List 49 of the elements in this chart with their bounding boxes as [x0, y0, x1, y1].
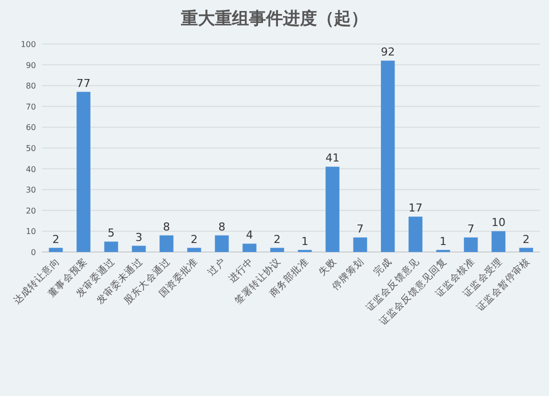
y-tick-label: 50 [26, 144, 36, 153]
data-label: 2 [522, 232, 530, 246]
bar [160, 235, 174, 252]
data-label: 1 [301, 234, 308, 248]
y-tick-label: 20 [26, 206, 36, 216]
y-tick-label: 10 [26, 227, 36, 236]
data-label: 2 [52, 232, 60, 246]
bar [353, 237, 368, 252]
x-tick-label: 完成 [371, 256, 394, 278]
bar [242, 244, 256, 252]
bar [492, 231, 506, 252]
data-label: 2 [274, 232, 281, 246]
bar [48, 248, 63, 252]
y-tick-label: 60 [26, 123, 36, 132]
x-tick-label: 失败 [316, 256, 339, 278]
data-label: 3 [135, 230, 142, 244]
data-label: 92 [380, 46, 395, 59]
data-label: 2 [190, 232, 198, 246]
y-tick-label: 70 [26, 102, 36, 112]
x-tick-label: 过户 [205, 256, 228, 278]
data-label: 5 [108, 226, 115, 240]
data-label: 8 [218, 220, 226, 234]
data-label: 1 [440, 234, 447, 248]
data-label: 7 [356, 222, 364, 236]
data-label: 4 [246, 228, 253, 242]
bar [187, 248, 202, 252]
bar [76, 92, 90, 252]
bar [270, 248, 284, 252]
y-tick-label: 40 [26, 164, 36, 174]
chart-title: 重大重组事件进度（起） [180, 9, 368, 29]
y-tick-label: 90 [26, 60, 36, 70]
bar [380, 60, 395, 252]
y-tick-label: 0 [30, 248, 36, 257]
data-label: 10 [492, 216, 506, 230]
bar [464, 237, 478, 252]
data-label: 7 [467, 222, 474, 236]
bar [104, 242, 118, 252]
data-label: 77 [76, 76, 90, 90]
bar [326, 166, 340, 252]
bar [408, 216, 422, 252]
bar [132, 246, 146, 252]
data-label: 41 [326, 152, 340, 165]
y-tick-label: 80 [26, 82, 36, 91]
bar [519, 248, 534, 252]
y-tick-label: 100 [20, 40, 36, 49]
y-tick-label: 30 [26, 186, 36, 195]
data-label: 8 [163, 220, 170, 234]
data-label: 17 [408, 202, 422, 215]
bar [214, 235, 229, 252]
